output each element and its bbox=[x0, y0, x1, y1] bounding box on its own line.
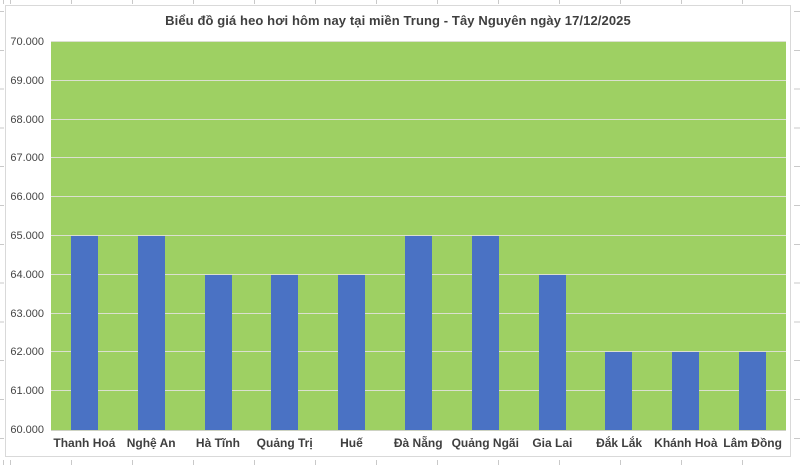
y-axis-label: 64.000 bbox=[10, 268, 44, 281]
bar-Đà Nẵng[interactable] bbox=[404, 236, 432, 430]
y-axis: 60.000 61.000 62.000 63.000 64.000 65.000 66.0… bbox=[8, 36, 44, 436]
y-axis-label: 67.000 bbox=[10, 152, 44, 165]
bar-Khánh Hoà[interactable] bbox=[672, 352, 700, 430]
bar-Huế[interactable] bbox=[338, 274, 366, 430]
y-axis-label: 60.000 bbox=[10, 424, 44, 436]
bar-Hà Tĩnh[interactable] bbox=[204, 274, 232, 430]
bar-Thanh Hoá[interactable] bbox=[70, 236, 98, 430]
bar-Quảng Ngãi[interactable] bbox=[471, 236, 499, 430]
chart-object[interactable]: Biểu đồ giá heo hơi hôm nay tại miền Tru… bbox=[5, 5, 791, 457]
y-axis-label: 63.000 bbox=[10, 307, 44, 320]
bar-slot bbox=[118, 42, 185, 430]
gridline bbox=[51, 79, 786, 81]
bar-slot bbox=[652, 42, 719, 430]
bar-Gia Lai[interactable] bbox=[538, 274, 566, 430]
bar-slot bbox=[185, 42, 252, 430]
y-axis-label: 62.000 bbox=[10, 346, 44, 359]
bar-Lâm Đồng[interactable] bbox=[739, 352, 767, 430]
gridline bbox=[51, 196, 786, 198]
bar-slot bbox=[452, 42, 519, 430]
x-axis-label: Hà Tĩnh bbox=[195, 436, 240, 450]
y-axis-label: 65.000 bbox=[10, 230, 44, 242]
x-axis-label: Đắk Lắk bbox=[596, 436, 643, 450]
bar-slot bbox=[385, 42, 452, 430]
gridline bbox=[51, 118, 786, 120]
y-axis-label: 69.000 bbox=[10, 74, 44, 87]
sheet-gridline-stubs-top bbox=[0, 0, 800, 4]
y-axis-label: 68.000 bbox=[10, 113, 44, 126]
gridline bbox=[51, 157, 786, 159]
gridline bbox=[51, 41, 786, 42]
x-axis: Thanh Hoá Nghệ An Hà Tĩnh Quảng Trị Huế Đà Nẵ… bbox=[51, 436, 786, 454]
bar-slot bbox=[318, 42, 385, 430]
chart-title: Biểu đồ giá heo hơi hôm nay tại miền Tru… bbox=[165, 13, 631, 28]
y-axis-label: 70.000 bbox=[10, 36, 44, 48]
bar-slot bbox=[586, 42, 653, 430]
y-axis-label: 61.000 bbox=[10, 385, 44, 398]
x-axis-label: Đà Nẵng bbox=[393, 436, 443, 450]
x-axis-label: Quảng Trị bbox=[256, 436, 313, 450]
bar-slot bbox=[251, 42, 318, 430]
x-axis-label: Lâm Đồng bbox=[723, 436, 782, 450]
x-axis-label: Khánh Hoà bbox=[654, 436, 718, 450]
x-axis-label: Thanh Hoá bbox=[53, 436, 116, 450]
x-axis-label: Huế bbox=[340, 436, 363, 450]
bar-Đắk Lắk[interactable] bbox=[605, 352, 633, 430]
sheet-gridline-stubs-right bbox=[794, 0, 800, 465]
x-axis-label: Nghệ An bbox=[126, 436, 176, 450]
y-axis-label: 66.000 bbox=[10, 191, 44, 204]
gridline bbox=[51, 235, 786, 236]
sheet-gridline-stubs-bottom bbox=[0, 460, 800, 465]
bar-Nghệ An[interactable] bbox=[137, 236, 165, 430]
plot-area bbox=[51, 41, 786, 431]
x-axis-label: Quảng Ngãi bbox=[451, 436, 519, 450]
bar-slot bbox=[519, 42, 586, 430]
bar-slot bbox=[51, 42, 118, 430]
sheet-gridline-stubs-left bbox=[0, 0, 4, 465]
bar-slot bbox=[719, 42, 786, 430]
x-axis-label: Gia Lai bbox=[532, 436, 573, 450]
bar-series bbox=[51, 42, 786, 430]
bar-Quảng Trị[interactable] bbox=[271, 274, 299, 430]
